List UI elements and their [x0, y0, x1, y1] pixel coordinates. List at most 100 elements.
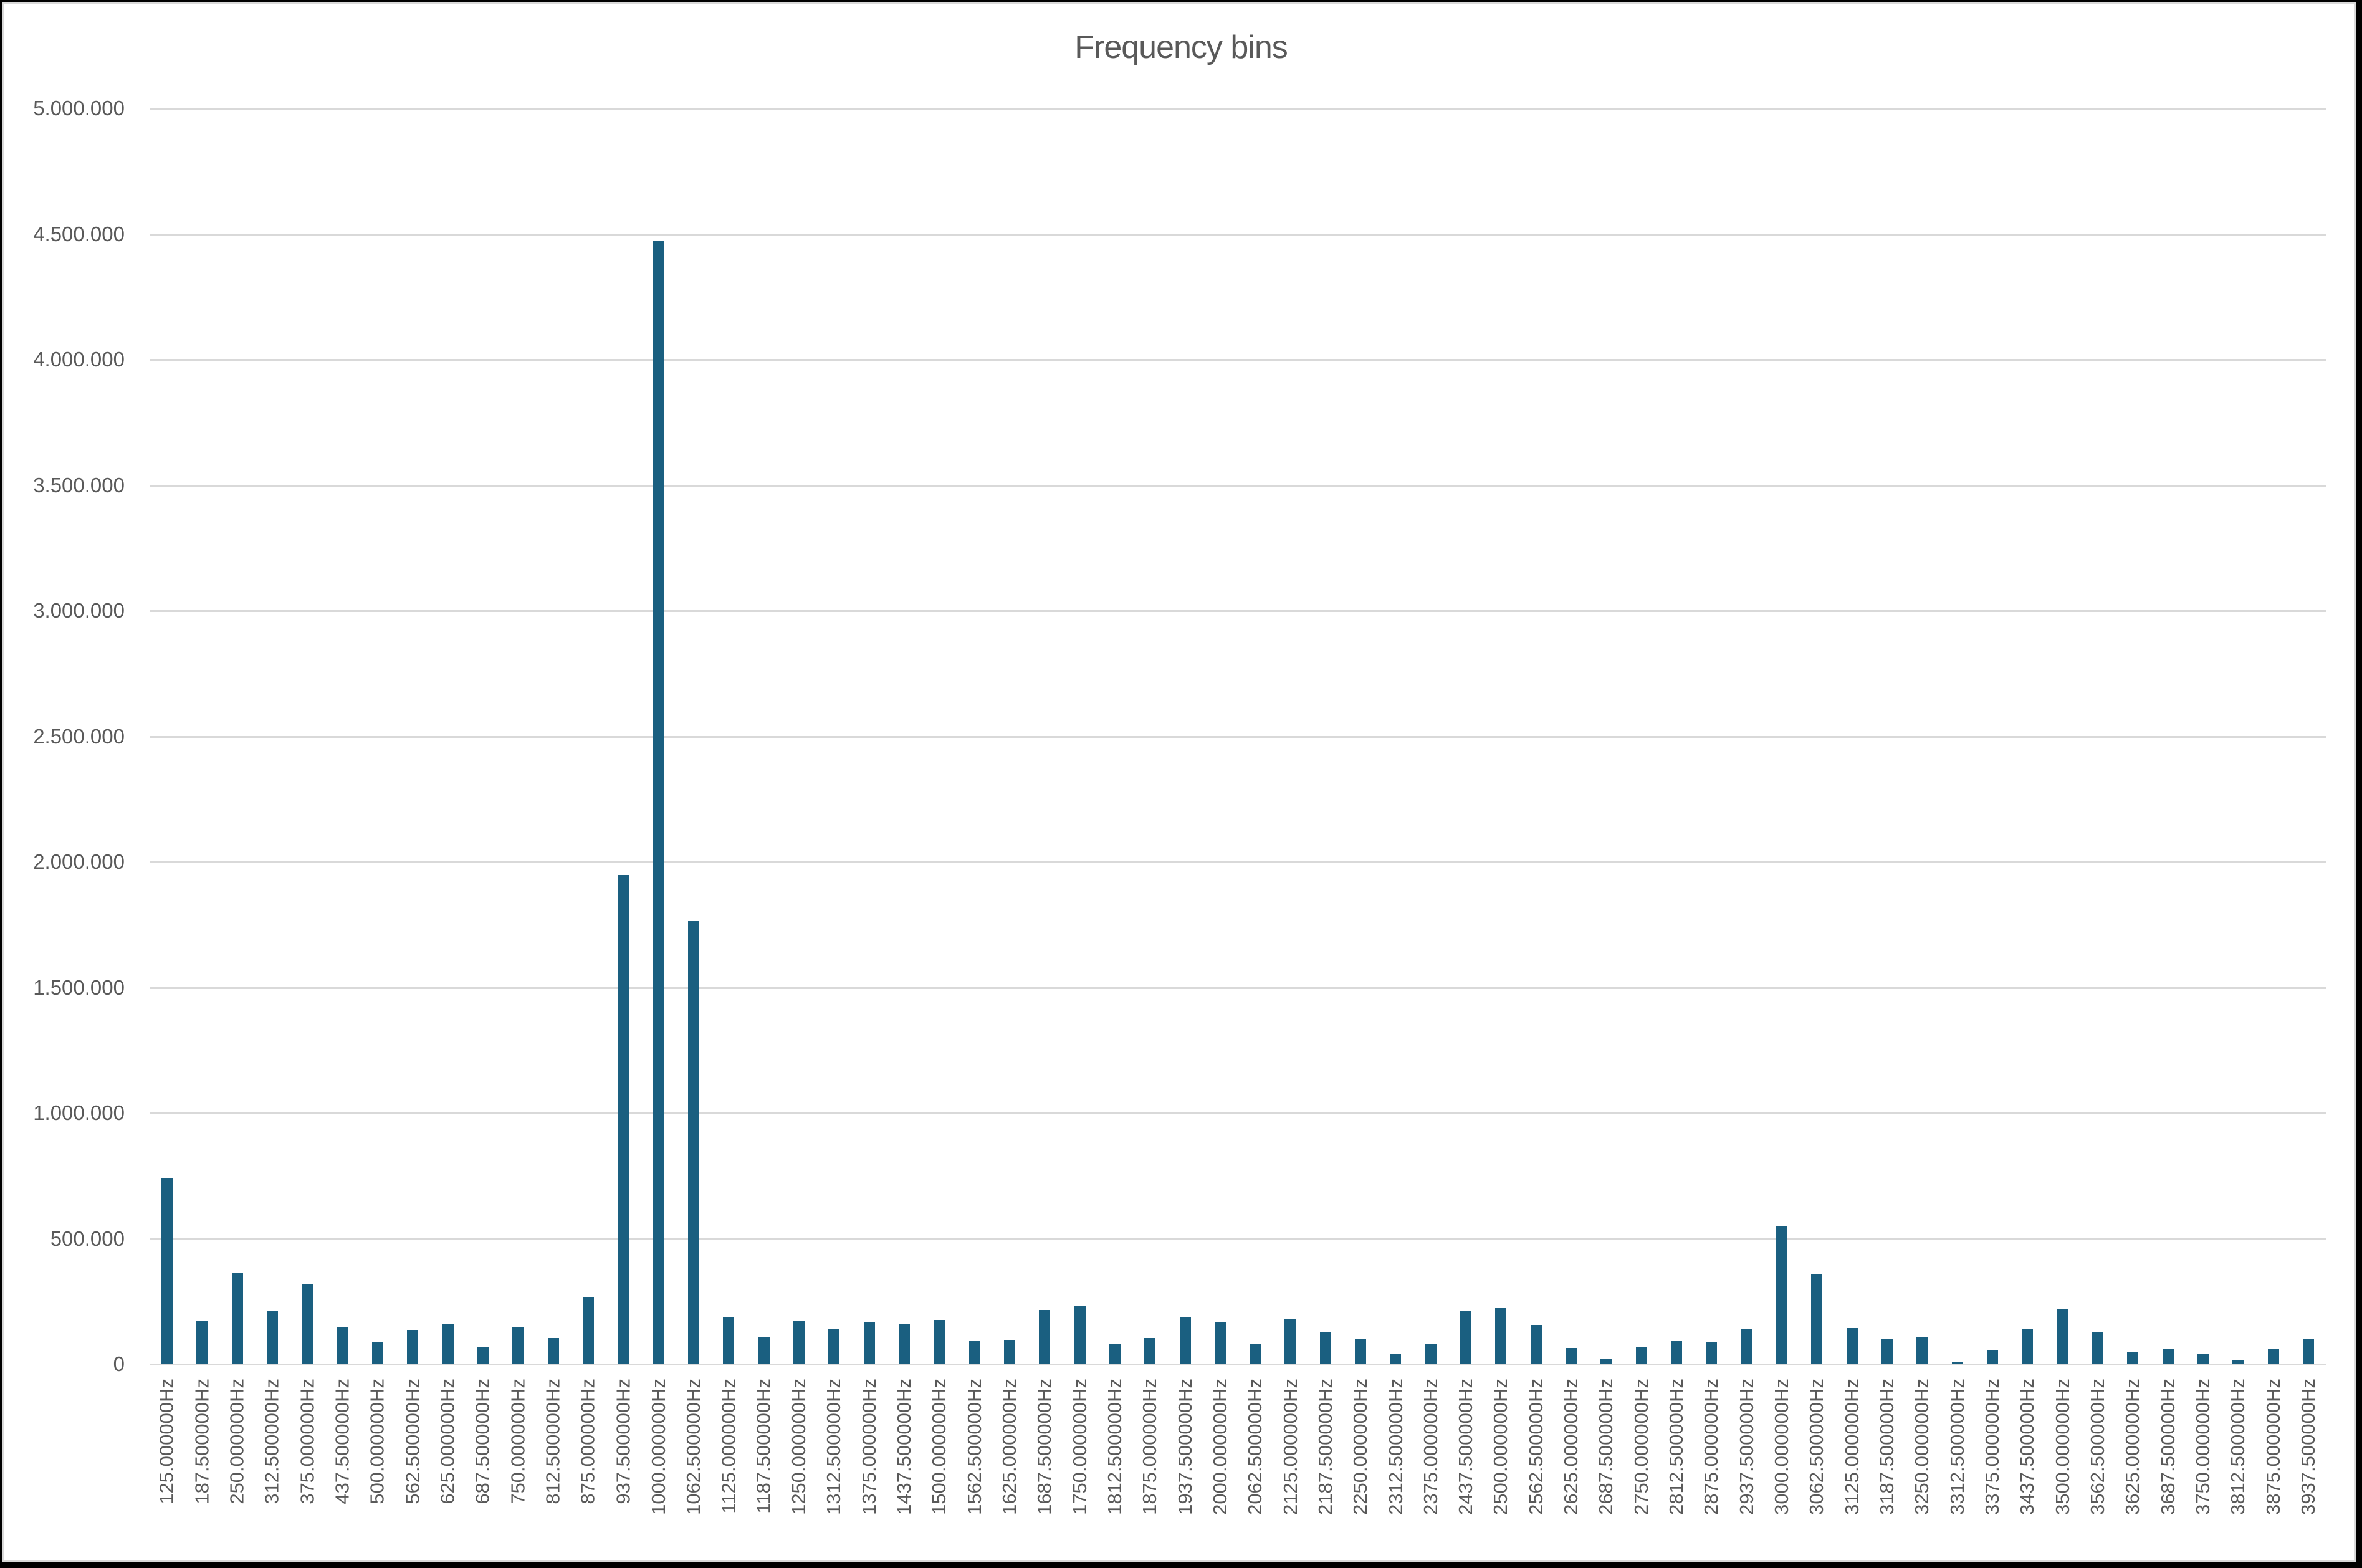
bar[interactable] [1319, 1332, 1331, 1364]
x-tick-label: 3937.500000Hz [2297, 1379, 2319, 1515]
bar[interactable] [1144, 1338, 1156, 1364]
x-tick-label: 2562.500000Hz [1524, 1379, 1547, 1515]
bar[interactable] [302, 1284, 313, 1364]
bar[interactable] [1425, 1344, 1437, 1364]
bar[interactable] [1530, 1325, 1542, 1364]
bar[interactable] [337, 1327, 348, 1364]
bar[interactable] [2302, 1339, 2314, 1364]
bar[interactable] [1986, 1350, 1998, 1364]
bar[interactable] [1495, 1308, 1507, 1364]
bar[interactable] [1109, 1344, 1121, 1364]
bar[interactable] [618, 874, 629, 1364]
bar[interactable] [1811, 1273, 1823, 1364]
x-tick-label: 2500.000000Hz [1489, 1379, 1512, 1515]
bar[interactable] [1951, 1361, 1963, 1364]
x-tick-label: 125.000000Hz [156, 1379, 178, 1504]
x-tick-label: 937.500000Hz [612, 1379, 634, 1504]
x-tick-label: 2437.500000Hz [1455, 1379, 1477, 1515]
x-tick-label: 1187.500000Hz [752, 1379, 775, 1514]
bar[interactable] [2127, 1352, 2139, 1364]
x-tick-label: 2250.000000Hz [1349, 1379, 1372, 1515]
x-tick-label: 750.000000Hz [507, 1379, 529, 1504]
gridline [150, 1112, 2326, 1114]
bar[interactable] [793, 1321, 805, 1364]
x-tick-label: 3187.500000Hz [1875, 1379, 1898, 1515]
bar[interactable] [898, 1324, 910, 1364]
x-tick-label: 3625.000000Hz [2121, 1379, 2144, 1515]
x-tick-label: 1750.000000Hz [1068, 1379, 1091, 1515]
x-tick-label: 1937.500000Hz [1174, 1379, 1196, 1515]
x-tick-label: 375.000000Hz [296, 1379, 318, 1504]
x-tick-label: 2687.500000Hz [1595, 1379, 1617, 1515]
bar[interactable] [1881, 1339, 1893, 1364]
x-tick-label: 500.000000Hz [366, 1379, 389, 1504]
bar[interactable] [1390, 1354, 1402, 1364]
bar[interactable] [1600, 1359, 1612, 1364]
bar[interactable] [1074, 1306, 1086, 1364]
x-tick-label: 1500.000000Hz [928, 1379, 950, 1515]
bar[interactable] [1566, 1348, 1577, 1364]
bar[interactable] [1635, 1347, 1647, 1364]
x-tick-label: 3375.000000Hz [1981, 1379, 2003, 1515]
bar[interactable] [758, 1337, 770, 1364]
bar[interactable] [863, 1322, 875, 1364]
bar[interactable] [1741, 1329, 1752, 1364]
bar[interactable] [2022, 1329, 2034, 1364]
bar[interactable] [688, 921, 699, 1364]
bar[interactable] [1039, 1309, 1051, 1364]
y-tick-label: 3.000.000 [33, 599, 125, 622]
bar[interactable] [723, 1317, 735, 1364]
bar[interactable] [1179, 1317, 1191, 1364]
bar[interactable] [442, 1324, 454, 1364]
bar[interactable] [2267, 1349, 2279, 1364]
bar[interactable] [1250, 1344, 1261, 1364]
bar[interactable] [1776, 1225, 1787, 1364]
bar[interactable] [231, 1273, 243, 1364]
bar[interactable] [968, 1341, 980, 1364]
gridline [150, 233, 2326, 236]
x-tick-label: 1125.000000Hz [717, 1379, 740, 1514]
x-tick-label: 3125.000000Hz [1840, 1379, 1863, 1515]
y-tick-label: 4.000.000 [33, 348, 125, 371]
bar[interactable] [477, 1347, 489, 1364]
bar[interactable] [1671, 1341, 1683, 1364]
bar[interactable] [267, 1311, 279, 1364]
bar[interactable] [2092, 1332, 2103, 1364]
x-tick-label: 2062.500000Hz [1244, 1379, 1266, 1515]
x-tick-label: 875.000000Hz [577, 1379, 600, 1504]
bar[interactable] [2162, 1349, 2174, 1364]
bar[interactable] [653, 241, 664, 1364]
x-tick-label: 3312.500000Hz [1946, 1379, 1968, 1515]
bar[interactable] [1003, 1340, 1015, 1364]
bar[interactable] [196, 1321, 208, 1364]
bar[interactable] [407, 1329, 419, 1364]
bar[interactable] [1284, 1319, 1296, 1364]
bar[interactable] [1355, 1339, 1367, 1364]
bar[interactable] [1916, 1337, 1928, 1364]
x-tick-label: 2750.000000Hz [1630, 1379, 1652, 1515]
bar[interactable] [828, 1329, 840, 1364]
x-tick-label: 437.500000Hz [331, 1379, 353, 1504]
gridline [150, 610, 2326, 612]
x-tick-label: 1625.000000Hz [998, 1379, 1020, 1515]
bar[interactable] [583, 1296, 595, 1364]
x-tick-label: 1000.000000Hz [647, 1379, 669, 1515]
x-tick-label: 2625.000000Hz [1560, 1379, 1582, 1515]
bar[interactable] [547, 1338, 559, 1364]
bar[interactable] [161, 1177, 173, 1364]
x-tick-label: 3875.000000Hz [2262, 1379, 2284, 1515]
bar[interactable] [2232, 1360, 2244, 1364]
bar[interactable] [934, 1320, 945, 1364]
bar[interactable] [1460, 1311, 1472, 1364]
x-tick-label: 2312.500000Hz [1384, 1379, 1407, 1515]
bar[interactable] [1846, 1328, 1858, 1364]
bar[interactable] [2197, 1354, 2209, 1364]
x-tick-label: 1062.500000Hz [682, 1379, 704, 1515]
x-tick-label: 1250.000000Hz [787, 1379, 810, 1515]
bar[interactable] [1214, 1322, 1226, 1364]
bar[interactable] [512, 1327, 524, 1364]
x-tick-label: 3000.000000Hz [1771, 1379, 1792, 1515]
bar[interactable] [372, 1342, 384, 1364]
bar[interactable] [1706, 1342, 1718, 1364]
bar[interactable] [2057, 1309, 2068, 1364]
